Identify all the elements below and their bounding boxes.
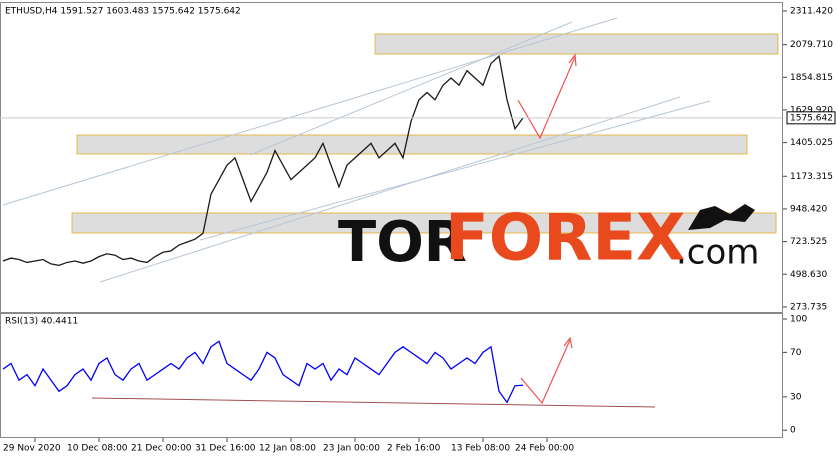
rsi-trend-line xyxy=(91,397,656,408)
zones xyxy=(71,33,779,234)
y-tick-label: 948.420 xyxy=(790,204,827,214)
x-tick-label: 23 Jan 00:00 xyxy=(323,444,380,454)
x-tick-label: 29 Nov 2020 xyxy=(3,444,61,454)
arrow-head xyxy=(563,336,573,349)
chart-title: ETHUSD,H4 1591.527 1603.483 1575.642 157… xyxy=(5,7,241,17)
y-tick-label: 498.630 xyxy=(790,270,827,280)
y-tick-label: 1629.920 xyxy=(790,105,833,115)
x-tick-label: 10 Dec 08:00 xyxy=(67,444,128,454)
y-tick-label: 273.735 xyxy=(790,302,827,312)
trend-line xyxy=(2,17,618,206)
arrows xyxy=(517,53,577,405)
arrow xyxy=(517,56,576,140)
trend-line xyxy=(99,96,681,283)
y-tick-label: 1173.315 xyxy=(790,172,833,182)
y-tick-label: 1854.815 xyxy=(790,73,833,83)
watermark: TOR FOREX .com xyxy=(338,202,759,276)
logo xyxy=(688,204,755,230)
y-tick-label: 2079.710 xyxy=(790,40,833,50)
zone xyxy=(374,33,779,55)
price-panel xyxy=(0,2,783,313)
trend-line xyxy=(249,21,573,156)
y-tick-label: 30 xyxy=(790,392,802,402)
price-line xyxy=(2,340,524,404)
trend-lines xyxy=(2,17,711,283)
y-tick-label: 723.525 xyxy=(790,237,827,247)
x-tick-label: 31 Dec 16:00 xyxy=(195,444,256,454)
x-tick-label: 13 Feb 08:00 xyxy=(451,444,510,454)
rsi-panel xyxy=(0,313,783,438)
price-line xyxy=(2,54,524,267)
watermark-text: TOR xyxy=(338,210,467,275)
y-tick-label: 2311.420 xyxy=(790,6,833,16)
zone xyxy=(71,212,777,234)
rsi-title: RSI(13) 40.4411 xyxy=(5,317,78,327)
y-tick-label: 1405.025 xyxy=(790,138,833,148)
last-price-box xyxy=(786,111,836,125)
arrow xyxy=(520,339,571,405)
watermark-text: .com xyxy=(676,233,759,273)
y-tick-label: 70 xyxy=(790,348,802,358)
x-tick-label: 2 Feb 16:00 xyxy=(387,444,441,454)
zone xyxy=(76,134,748,155)
watermark-text: FOREX xyxy=(445,202,685,276)
arrow-head xyxy=(568,53,577,67)
trend-line xyxy=(199,100,711,241)
x-tick-label: 24 Feb 00:00 xyxy=(515,444,574,454)
y-tick-label: 0 xyxy=(790,426,796,436)
x-tick-label: 21 Dec 00:00 xyxy=(131,444,192,454)
y-tick-label: 100 xyxy=(790,315,807,325)
x-tick-label: 12 Jan 08:00 xyxy=(259,444,316,454)
last-price-label: 1575.642 xyxy=(790,113,833,123)
